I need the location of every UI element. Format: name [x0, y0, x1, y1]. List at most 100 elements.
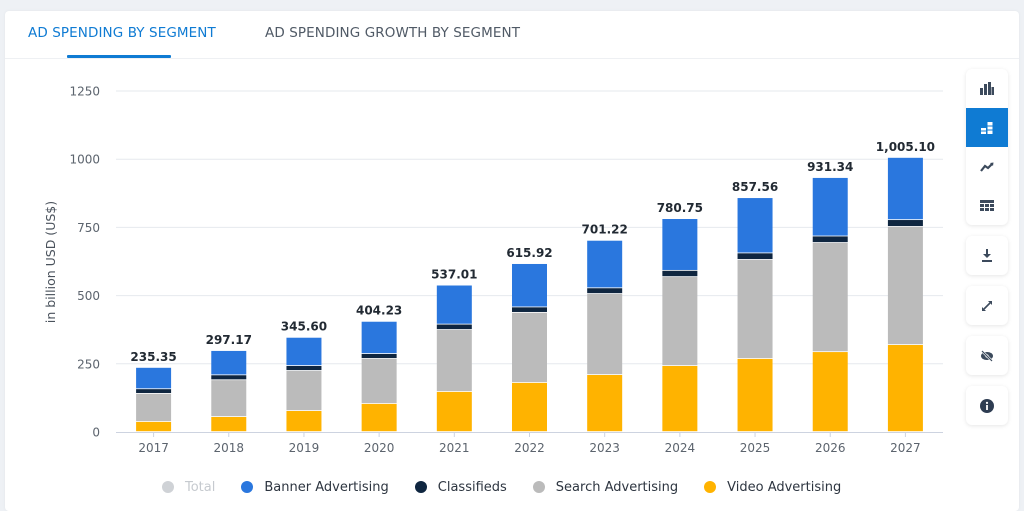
legend-dot	[704, 481, 717, 493]
x-tick-label: 2027	[890, 441, 921, 455]
total-label: 235.35	[130, 350, 176, 364]
bar-stack-2022[interactable]	[512, 263, 547, 432]
bar-segment-banner-advertising[interactable]	[662, 219, 698, 270]
info-button[interactable]	[966, 386, 1008, 425]
bar-segment-video-advertising[interactable]	[587, 374, 623, 432]
bar-segment-video-advertising[interactable]	[286, 410, 322, 432]
bar-segment-video-advertising[interactable]	[887, 344, 923, 432]
download-icon	[982, 249, 992, 262]
bar-segment-banner-advertising[interactable]	[737, 198, 773, 253]
bar-segment-video-advertising[interactable]	[211, 416, 247, 432]
bar-segment-search-advertising[interactable]	[512, 312, 547, 383]
legend-item-classifieds[interactable]: Classifieds	[414, 479, 507, 495]
bar-stack-2019[interactable]	[286, 337, 322, 432]
bar-segment-banner-advertising[interactable]	[512, 263, 547, 307]
tab-ad-spending-growth-by-segment[interactable]: AD SPENDING GROWTH BY SEGMENT	[265, 25, 521, 41]
bar-stack-2017[interactable]	[136, 367, 172, 432]
legend-label: Classifieds	[437, 479, 507, 495]
tab-bar: AD SPENDING BY SEGMENT AD SPENDING GROWT…	[5, 11, 1019, 59]
bar-segment-banner-advertising[interactable]	[887, 157, 923, 220]
bar-stack-2023[interactable]	[587, 240, 623, 432]
bar-segment-classifieds[interactable]	[512, 307, 547, 312]
info-group	[966, 386, 1008, 425]
bar-stack-2027[interactable]	[887, 157, 923, 432]
bar-segment-search-advertising[interactable]	[361, 358, 397, 404]
total-label: 1,005.10	[876, 140, 935, 154]
bar-segment-search-advertising[interactable]	[812, 242, 848, 352]
bars	[136, 157, 923, 432]
bar-segment-banner-advertising[interactable]	[136, 367, 172, 389]
y-tick-label: 0	[92, 426, 100, 440]
total-label: 931.34	[807, 160, 853, 174]
bar-stack-2026[interactable]	[812, 177, 848, 432]
bar-segment-banner-advertising[interactable]	[211, 350, 247, 375]
bar-segment-banner-advertising[interactable]	[361, 321, 397, 354]
bar-segment-classifieds[interactable]	[737, 253, 773, 260]
y-axis-label: in billion USD (US$)	[43, 201, 58, 323]
bar-segment-video-advertising[interactable]	[737, 358, 773, 432]
legend-dot	[241, 481, 254, 493]
total-label: 857.56	[732, 180, 778, 194]
hide-button[interactable]	[966, 336, 1008, 375]
bar-segment-classifieds[interactable]	[211, 375, 247, 380]
bar-segment-search-advertising[interactable]	[436, 329, 472, 392]
legend-item-total[interactable]: Total	[162, 480, 215, 495]
legend-dot	[414, 481, 427, 493]
stacked-bar-button[interactable]	[966, 108, 1008, 147]
bar-segment-banner-advertising[interactable]	[436, 285, 472, 324]
bar-segment-video-advertising[interactable]	[512, 382, 547, 432]
bar-chart-button[interactable]	[966, 69, 1008, 108]
bar-segment-search-advertising[interactable]	[136, 393, 172, 422]
bar-segment-banner-advertising[interactable]	[587, 240, 623, 288]
bar-segment-classifieds[interactable]	[587, 288, 623, 294]
x-tick-label: 2024	[665, 441, 696, 455]
legend-item-video-advertising[interactable]: Video Advertising	[704, 480, 841, 495]
table-view-button[interactable]	[966, 186, 1008, 225]
bar-segment-video-advertising[interactable]	[812, 352, 848, 432]
bar-segment-classifieds[interactable]	[361, 353, 397, 359]
bar-segment-search-advertising[interactable]	[211, 380, 247, 417]
tab-ad-spending-by-segment[interactable]: AD SPENDING BY SEGMENT	[28, 25, 216, 41]
bar-segment-video-advertising[interactable]	[662, 365, 698, 432]
bar-segment-classifieds[interactable]	[812, 236, 848, 243]
bar-segment-search-advertising[interactable]	[887, 226, 923, 345]
bar-stack-2024[interactable]	[662, 219, 698, 432]
bar-segment-classifieds[interactable]	[436, 324, 472, 330]
trend-line-button[interactable]	[966, 147, 1008, 186]
bar-segment-classifieds[interactable]	[662, 270, 698, 277]
bar-stack-2021[interactable]	[436, 285, 472, 432]
bar-chart-icon	[980, 82, 994, 95]
legend-item-banner-advertising[interactable]: Banner Advertising	[241, 480, 389, 495]
total-label: 537.01	[431, 268, 477, 282]
x-tick-label: 2026	[815, 441, 846, 455]
bar-segment-video-advertising[interactable]	[136, 421, 172, 432]
x-tick-label: 2025	[740, 441, 771, 455]
x-tick-label: 2018	[213, 441, 244, 455]
bar-segment-search-advertising[interactable]	[587, 293, 623, 375]
bar-stack-2025[interactable]	[737, 198, 773, 432]
download-button[interactable]	[966, 236, 1008, 275]
total-label: 297.17	[206, 333, 252, 347]
bar-segment-video-advertising[interactable]	[436, 391, 472, 432]
trend-line-icon	[980, 162, 994, 172]
legend-item-search-advertising[interactable]: Search Advertising	[532, 480, 678, 495]
bar-segment-search-advertising[interactable]	[662, 277, 698, 366]
bar-stack-2018[interactable]	[211, 350, 247, 432]
bar-segment-search-advertising[interactable]	[737, 259, 773, 359]
total-label: 404.23	[356, 304, 402, 318]
y-tick-label: 250	[77, 357, 100, 371]
bar-segment-classifieds[interactable]	[286, 365, 322, 371]
bar-stack-2020[interactable]	[361, 321, 397, 432]
bar-segment-banner-advertising[interactable]	[812, 177, 848, 236]
bar-segment-search-advertising[interactable]	[286, 370, 322, 411]
bar-segment-banner-advertising[interactable]	[286, 337, 322, 366]
legend-label: Video Advertising	[727, 479, 842, 495]
fullscreen-button[interactable]	[966, 286, 1008, 325]
x-tick-label: 2017	[138, 441, 169, 455]
chart-legend: Total Banner Advertising Classifieds Sea…	[162, 477, 867, 497]
bar-segment-video-advertising[interactable]	[361, 403, 397, 432]
bar-segment-classifieds[interactable]	[136, 389, 172, 394]
bar-segment-classifieds[interactable]	[887, 220, 923, 227]
legend-dot	[532, 481, 545, 493]
